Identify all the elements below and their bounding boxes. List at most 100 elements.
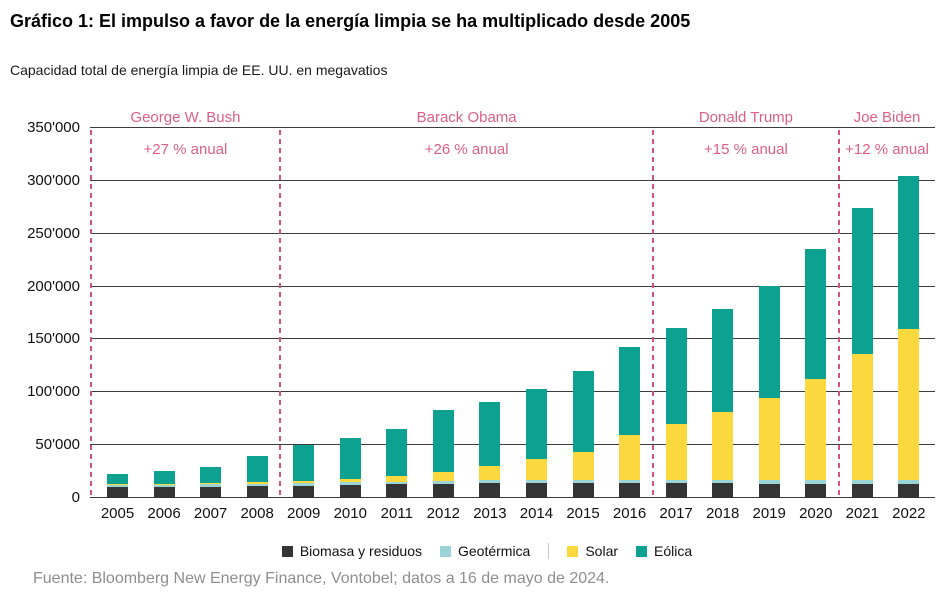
y-tick-label: 300'000: [27, 171, 80, 189]
bar-2021: [851, 128, 873, 498]
bar-2017-segment-solar: [665, 424, 687, 480]
bar-2005: [107, 128, 128, 498]
bar-2011-segment-solar: [386, 475, 408, 482]
bar-2012-segment-eolica: [432, 410, 454, 472]
bar-2008-segment-eolica: [246, 456, 268, 483]
legend-item-biomasa-y-residuos: Biomasa y residuos: [281, 543, 422, 559]
bar-2009-segment-geotermica: [293, 483, 315, 486]
year-label-2013: 2013: [473, 505, 507, 522]
legend-swatch-eolica: [636, 545, 648, 557]
bar-2010-segment-biomasa-y-residuos: [339, 485, 361, 498]
bar-2006-segment-geotermica: [153, 484, 175, 487]
year-label-2019: 2019: [752, 505, 786, 522]
year-label-2007: 2007: [193, 505, 228, 522]
bar-2013-segment-eolica: [479, 401, 501, 467]
bar-2021-segment-biomasa-y-residuos: [851, 483, 873, 498]
bar-2022-segment-biomasa-y-residuos: [898, 483, 920, 498]
bar-2005-segment-geotermica: [107, 484, 128, 488]
year-label-2017: 2017: [659, 505, 693, 522]
period-divider-barack-obama: [279, 130, 282, 498]
president-name-george-w-bush: George W. Bush: [130, 109, 241, 126]
legend-item-solar: Solar: [567, 543, 618, 559]
y-tick-label: 200'000: [27, 277, 80, 295]
year-label-2005: 2005: [100, 505, 135, 522]
bar-2018: [712, 128, 734, 498]
bar-2021-segment-eolica: [851, 208, 873, 354]
bar-2013-segment-solar: [479, 466, 501, 481]
bar-2013: [479, 128, 501, 498]
legend-swatch-solar: [567, 545, 579, 557]
bar-2014-segment-biomasa-y-residuos: [525, 483, 547, 498]
bar-2010-segment-geotermica: [339, 482, 361, 485]
year-label-2011: 2011: [380, 505, 413, 522]
bar-2012: [432, 128, 454, 498]
bar-2007-segment-solar: [200, 483, 222, 485]
legend-divider: [548, 543, 550, 559]
y-tick-label: 350'000: [27, 119, 80, 136]
bar-2009: [293, 128, 315, 498]
bar-2019-segment-biomasa-y-residuos: [758, 483, 780, 498]
bar-2020-segment-geotermica: [805, 479, 827, 484]
bar-2010-segment-solar: [339, 478, 361, 483]
bar-2015-segment-solar: [572, 451, 594, 480]
bar-2014-segment-eolica: [525, 388, 547, 460]
bar-2016: [619, 128, 641, 498]
chart-title: Gráfico 1: El impulso a favor de la ener…: [10, 11, 691, 31]
president-annotations-layer: George W. Bush +27 % anual Barack Obama +26…: [89, 0, 935, 498]
bar-2022-segment-solar: [898, 328, 920, 480]
gridline-250-000: [90, 232, 935, 234]
bar-2016-segment-biomasa-y-residuos: [619, 483, 641, 498]
bar-2021-segment-geotermica: [851, 479, 873, 484]
x-axis-labels: 2005 2006 2007 2008 2009 2010 2011 2012 2013 2014…: [90, 505, 935, 525]
legend-label-biomasa-y-residuos: Biomasa y residuos: [299, 543, 422, 559]
year-label-2009: 2009: [287, 505, 321, 522]
period-divider-joe-biden: [838, 130, 841, 498]
bar-2022-segment-geotermica: [898, 479, 920, 484]
bar-2018-segment-geotermica: [712, 479, 734, 484]
gridline-50-000: [90, 444, 935, 446]
bar-2022: [898, 128, 920, 498]
bar-2019-segment-geotermica: [758, 479, 780, 484]
bar-2006: [153, 128, 175, 498]
chart-subtitle: Capacidad total de energía limpia de EE.…: [10, 62, 388, 78]
bar-2011-segment-biomasa-y-residuos: [386, 484, 408, 498]
period-divider-donald-trump: [651, 130, 654, 498]
bar-2021-segment-solar: [851, 353, 873, 480]
growth-rate-label-barack-obama: +26 % anual: [424, 141, 509, 158]
gridline-100-000: [90, 391, 935, 393]
bar-2006-segment-eolica: [153, 471, 175, 484]
bar-2008-segment-biomasa-y-residuos: [246, 486, 268, 498]
year-label-2020: 2020: [799, 505, 833, 522]
bar-2020: [805, 128, 827, 498]
source-note: Fuente: Bloomberg New Energy Finance, Vo…: [33, 570, 610, 587]
bar-2011: [386, 128, 408, 498]
bar-2018-segment-solar: [712, 412, 734, 480]
bar-2009-segment-eolica: [293, 444, 315, 481]
bar-2009-segment-biomasa-y-residuos: [293, 485, 315, 498]
bar-2017-segment-geotermica: [665, 479, 687, 484]
year-label-2022: 2022: [892, 505, 926, 522]
gridline-350-000: [90, 127, 935, 128]
president-name-barack-obama: Barack Obama: [416, 109, 517, 126]
bar-2020-segment-eolica: [805, 248, 827, 380]
bar-2005-segment-biomasa-y-residuos: [107, 487, 128, 498]
bar-2016-segment-geotermica: [619, 479, 641, 484]
bar-2007-segment-biomasa-y-residuos: [200, 486, 222, 498]
bar-2006-segment-biomasa-y-residuos: [153, 486, 175, 498]
growth-rate-label-donald-trump: +15 % anual: [704, 141, 788, 158]
bar-2016-segment-solar: [619, 435, 641, 480]
year-label-2021: 2021: [845, 505, 879, 522]
bar-2008: [246, 128, 268, 498]
period-divider-george-w-bush: [89, 130, 92, 498]
bar-2014: [525, 128, 547, 498]
legend-swatch-geotermica: [439, 545, 451, 557]
y-tick-label: 50'000: [35, 436, 80, 454]
growth-rate-label-george-w-bush: +27 % anual: [143, 141, 228, 158]
legend-label-solar: Solar: [585, 543, 619, 559]
bar-2018-segment-biomasa-y-residuos: [712, 483, 734, 498]
growth-rate-label-joe-biden: +12 % anual: [845, 141, 929, 158]
bar-2012-segment-geotermica: [432, 480, 454, 484]
y-axis-labels: 0 50'000 100'000 150'000 200'000 250'000 300'0…: [0, 119, 80, 506]
year-label-2015: 2015: [566, 505, 600, 522]
